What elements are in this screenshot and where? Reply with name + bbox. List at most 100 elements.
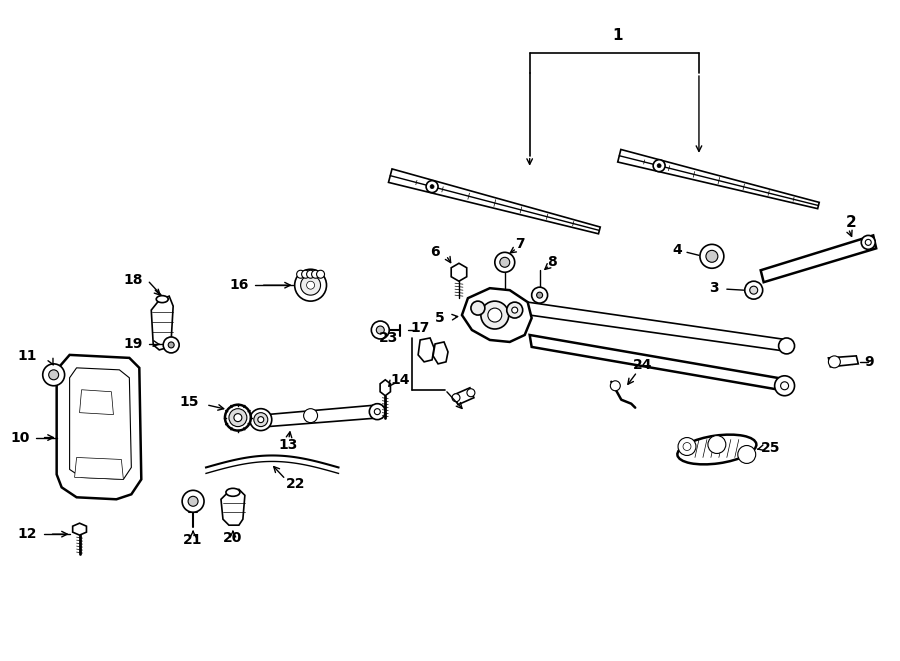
Ellipse shape: [250, 408, 272, 430]
Text: 2: 2: [845, 215, 856, 230]
Polygon shape: [454, 388, 474, 405]
Circle shape: [481, 301, 508, 329]
Circle shape: [42, 364, 65, 386]
Polygon shape: [530, 335, 790, 392]
Polygon shape: [266, 405, 382, 426]
Text: 1: 1: [612, 28, 623, 43]
Circle shape: [49, 370, 58, 380]
Circle shape: [780, 382, 788, 390]
Text: 20: 20: [223, 531, 243, 545]
Circle shape: [168, 342, 175, 348]
Circle shape: [188, 496, 198, 506]
Circle shape: [303, 408, 318, 422]
Circle shape: [706, 251, 718, 262]
Text: 19: 19: [124, 337, 143, 351]
Text: 5: 5: [436, 311, 445, 325]
Text: 12: 12: [17, 527, 37, 541]
Circle shape: [708, 436, 725, 453]
Circle shape: [163, 337, 179, 353]
Text: 7: 7: [515, 237, 525, 251]
Ellipse shape: [678, 435, 756, 465]
Polygon shape: [79, 390, 113, 414]
Text: 10: 10: [11, 430, 30, 445]
Polygon shape: [617, 149, 819, 209]
Text: 21: 21: [184, 533, 202, 547]
Polygon shape: [57, 355, 141, 499]
Circle shape: [750, 286, 758, 294]
Polygon shape: [527, 302, 790, 352]
Circle shape: [372, 321, 390, 339]
Text: 11: 11: [17, 349, 37, 363]
Circle shape: [294, 269, 327, 301]
Circle shape: [500, 257, 509, 267]
Circle shape: [745, 281, 762, 299]
Circle shape: [778, 338, 795, 354]
Polygon shape: [389, 169, 600, 234]
Polygon shape: [380, 380, 391, 396]
Circle shape: [307, 281, 315, 289]
Text: 17: 17: [410, 321, 429, 335]
Circle shape: [532, 287, 547, 303]
Polygon shape: [69, 368, 131, 479]
Text: 9: 9: [864, 355, 874, 369]
Text: 23: 23: [379, 331, 398, 345]
Polygon shape: [760, 235, 877, 282]
Circle shape: [426, 180, 438, 192]
Circle shape: [488, 308, 502, 322]
Polygon shape: [462, 288, 532, 342]
Circle shape: [467, 389, 475, 397]
Ellipse shape: [254, 412, 268, 426]
Text: 14: 14: [391, 373, 410, 387]
Circle shape: [536, 292, 543, 298]
Ellipse shape: [257, 416, 264, 422]
Circle shape: [374, 408, 381, 414]
Circle shape: [775, 376, 795, 396]
Text: 18: 18: [124, 273, 143, 288]
Circle shape: [865, 239, 871, 245]
Ellipse shape: [225, 405, 251, 430]
Ellipse shape: [229, 408, 247, 426]
Circle shape: [182, 490, 204, 512]
Ellipse shape: [157, 295, 168, 303]
Circle shape: [512, 307, 517, 313]
Circle shape: [307, 270, 315, 278]
Circle shape: [495, 253, 515, 272]
Circle shape: [678, 438, 696, 455]
Circle shape: [507, 302, 523, 318]
Polygon shape: [451, 263, 467, 281]
Circle shape: [738, 446, 756, 463]
Circle shape: [311, 270, 320, 278]
Circle shape: [471, 301, 485, 315]
Circle shape: [610, 381, 620, 391]
Polygon shape: [73, 524, 86, 535]
Circle shape: [430, 184, 434, 188]
Circle shape: [302, 270, 310, 278]
Circle shape: [653, 160, 665, 172]
Polygon shape: [433, 342, 448, 364]
Polygon shape: [151, 296, 173, 350]
Text: 22: 22: [285, 477, 305, 491]
Circle shape: [297, 270, 304, 278]
Text: 13: 13: [279, 438, 298, 451]
Circle shape: [301, 275, 320, 295]
Circle shape: [369, 404, 385, 420]
Text: 24: 24: [634, 358, 652, 372]
Text: 25: 25: [760, 440, 780, 455]
Circle shape: [828, 356, 841, 368]
Circle shape: [376, 326, 384, 334]
Circle shape: [657, 164, 662, 168]
Text: 16: 16: [230, 278, 248, 292]
Polygon shape: [418, 338, 434, 362]
Ellipse shape: [234, 414, 242, 422]
Text: 8: 8: [547, 255, 557, 269]
Text: 3: 3: [709, 281, 719, 295]
Circle shape: [683, 442, 691, 451]
Circle shape: [700, 245, 724, 268]
Text: 6: 6: [430, 245, 440, 259]
Circle shape: [452, 394, 460, 402]
Text: 15: 15: [180, 395, 199, 408]
Text: 4: 4: [672, 243, 682, 257]
Polygon shape: [221, 489, 245, 525]
Circle shape: [317, 270, 325, 278]
Circle shape: [861, 235, 875, 249]
